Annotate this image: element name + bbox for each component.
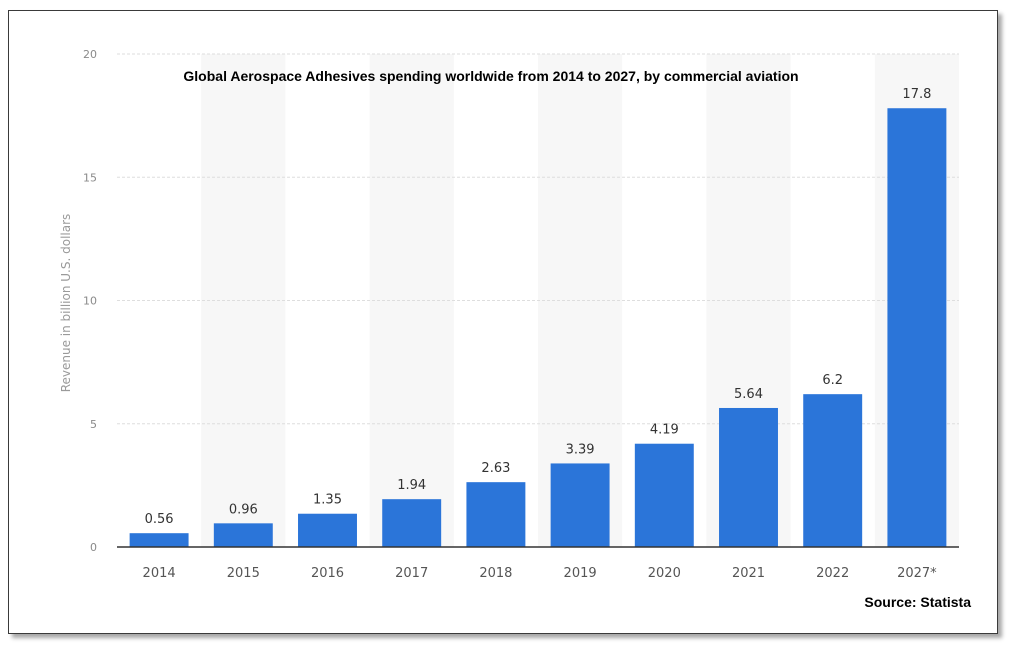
y-tick-label: 0: [90, 541, 97, 554]
bar: [550, 463, 610, 547]
bar: [719, 407, 778, 547]
y-tick-label: 5: [90, 418, 97, 431]
x-tick-label: 2016: [311, 566, 344, 581]
data-label: 3.39: [566, 442, 595, 457]
x-tick-label: 2017: [395, 566, 428, 581]
bar: [129, 533, 189, 547]
bar: [887, 108, 947, 547]
x-tick-label: 2022: [816, 566, 849, 581]
y-axis-label: Revenue in billion U.S. dollars: [59, 214, 73, 393]
x-axis-ticks: 2014 2015 2016 2017 2018 2019 2020 2021 2022 2027…: [143, 566, 938, 581]
chart-title: Global Aerospace Adhesives spending worl…: [183, 68, 798, 84]
bar: [213, 523, 273, 547]
bar: [803, 394, 863, 547]
source-note: Source: Statista: [864, 594, 971, 610]
data-label: 0.96: [229, 502, 258, 517]
x-tick-label: 2027*: [897, 566, 937, 581]
y-tick-label: 20: [83, 48, 97, 61]
bar: [466, 482, 526, 547]
data-label: 6.2: [822, 373, 843, 388]
data-label: 1.94: [397, 478, 426, 493]
x-tick-label: 2014: [143, 566, 176, 581]
data-label: 2.63: [481, 461, 510, 476]
bar: [298, 513, 357, 547]
data-label: 4.19: [650, 423, 679, 438]
x-tick-label: 2021: [732, 566, 765, 581]
chart-frame: 0 5 10 15 20 0.56 0.96 1.35 1.94 2.63 3.39 4.19 5.6…: [8, 10, 998, 634]
x-tick-label: 2020: [648, 566, 681, 581]
bars: [129, 108, 947, 547]
data-labels: 0.56 0.96 1.35 1.94 2.63 3.39 4.19 5.64 6.2 17.8: [145, 87, 932, 527]
x-tick-label: 2018: [479, 566, 512, 581]
x-tick-label: 2015: [227, 566, 260, 581]
x-tick-label: 2019: [564, 566, 597, 581]
y-axis-ticks: 0 5 10 15 20: [83, 48, 97, 554]
bar: [382, 499, 442, 547]
data-label: 1.35: [313, 493, 342, 508]
data-label: 17.8: [902, 87, 931, 102]
data-label: 0.56: [145, 512, 174, 527]
y-tick-label: 15: [83, 171, 97, 184]
bar: [634, 443, 694, 547]
y-tick-label: 10: [83, 295, 97, 308]
bar-chart: 0 5 10 15 20 0.56 0.96 1.35 1.94 2.63 3.39 4.19 5.6…: [59, 48, 971, 610]
data-label: 5.64: [734, 387, 763, 402]
